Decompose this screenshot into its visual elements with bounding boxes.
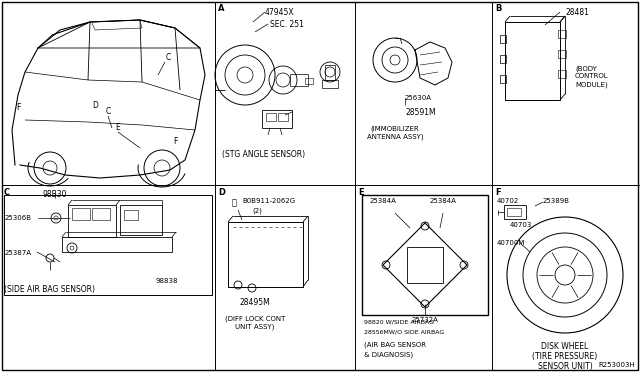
- Text: 28556MW/O SIDE AIRBAG: 28556MW/O SIDE AIRBAG: [364, 330, 444, 335]
- Text: R253003H: R253003H: [598, 362, 635, 368]
- Text: 25384A: 25384A: [370, 198, 397, 204]
- Bar: [507, 208, 521, 216]
- Text: 28495M: 28495M: [239, 298, 270, 307]
- Text: 25630A: 25630A: [405, 95, 432, 101]
- Bar: [4, 195, 212, 295]
- Text: 40703: 40703: [510, 222, 532, 228]
- Text: C: C: [4, 188, 10, 197]
- Text: 25387A: 25387A: [5, 250, 32, 256]
- Text: (2): (2): [252, 207, 262, 214]
- Text: D: D: [92, 100, 98, 109]
- Text: 40700M: 40700M: [497, 240, 525, 246]
- Text: E: E: [116, 124, 120, 132]
- Bar: [266, 113, 276, 121]
- Text: ANTENNA ASSY): ANTENNA ASSY): [367, 133, 423, 140]
- Text: B0B911-2062G: B0B911-2062G: [242, 198, 295, 204]
- Text: 98B30: 98B30: [43, 190, 67, 199]
- Text: 28481: 28481: [565, 8, 589, 17]
- Text: F: F: [173, 138, 177, 147]
- Bar: [68, 205, 116, 237]
- Text: 25389B: 25389B: [543, 198, 570, 204]
- Text: 25384A: 25384A: [430, 198, 457, 204]
- Bar: [558, 30, 566, 38]
- Bar: [500, 35, 506, 43]
- Text: 40702: 40702: [497, 198, 519, 204]
- Text: MODULE): MODULE): [575, 81, 608, 87]
- Bar: [262, 110, 292, 128]
- Bar: [228, 222, 303, 287]
- Bar: [407, 247, 443, 283]
- Text: C: C: [165, 54, 171, 62]
- Text: UNIT ASSY): UNIT ASSY): [236, 324, 275, 330]
- Text: 47945X: 47945X: [265, 8, 294, 17]
- Bar: [325, 65, 335, 80]
- Text: 98820 W/SIDE AIRBAG: 98820 W/SIDE AIRBAG: [364, 320, 434, 325]
- Text: D: D: [218, 188, 225, 197]
- Bar: [504, 205, 526, 219]
- Text: (DIFF LOCK CONT: (DIFF LOCK CONT: [225, 315, 285, 321]
- Text: 25732A: 25732A: [412, 317, 438, 323]
- Text: SENSOR UNIT): SENSOR UNIT): [538, 362, 593, 371]
- Bar: [62, 237, 172, 252]
- Bar: [500, 55, 506, 63]
- Text: (AIR BAG SENSOR: (AIR BAG SENSOR: [364, 342, 426, 349]
- Text: 98838: 98838: [155, 278, 177, 284]
- Text: A: A: [218, 4, 225, 13]
- Bar: [558, 50, 566, 58]
- Bar: [322, 80, 338, 88]
- Bar: [362, 195, 488, 315]
- Text: F: F: [495, 188, 500, 197]
- Text: F: F: [16, 103, 20, 112]
- Bar: [124, 210, 138, 220]
- Bar: [120, 205, 162, 235]
- Text: (SIDE AIR BAG SENSOR): (SIDE AIR BAG SENSOR): [4, 285, 95, 294]
- Text: (STG ANGLE SENSOR): (STG ANGLE SENSOR): [223, 150, 305, 159]
- Bar: [305, 78, 313, 84]
- Text: E: E: [358, 188, 364, 197]
- Text: SEC. 251: SEC. 251: [270, 20, 304, 29]
- Bar: [290, 74, 308, 86]
- Text: 28591M: 28591M: [405, 108, 436, 117]
- Text: C: C: [106, 108, 111, 116]
- Text: DISK WHEEL: DISK WHEEL: [541, 342, 589, 351]
- Text: (IMMOBILIZER: (IMMOBILIZER: [371, 125, 419, 131]
- Bar: [72, 208, 90, 220]
- Text: (TIRE PRESSURE): (TIRE PRESSURE): [532, 352, 598, 361]
- Text: 25306B: 25306B: [5, 215, 32, 221]
- Bar: [500, 75, 506, 83]
- Text: (BODY: (BODY: [575, 65, 597, 71]
- Text: CONTROL: CONTROL: [575, 73, 609, 79]
- Bar: [278, 113, 288, 121]
- Text: Ⓑ: Ⓑ: [232, 198, 237, 207]
- Bar: [505, 22, 560, 100]
- Text: & DIAGNOSIS): & DIAGNOSIS): [364, 352, 413, 359]
- Bar: [558, 70, 566, 78]
- Bar: [92, 208, 110, 220]
- Text: B: B: [495, 4, 501, 13]
